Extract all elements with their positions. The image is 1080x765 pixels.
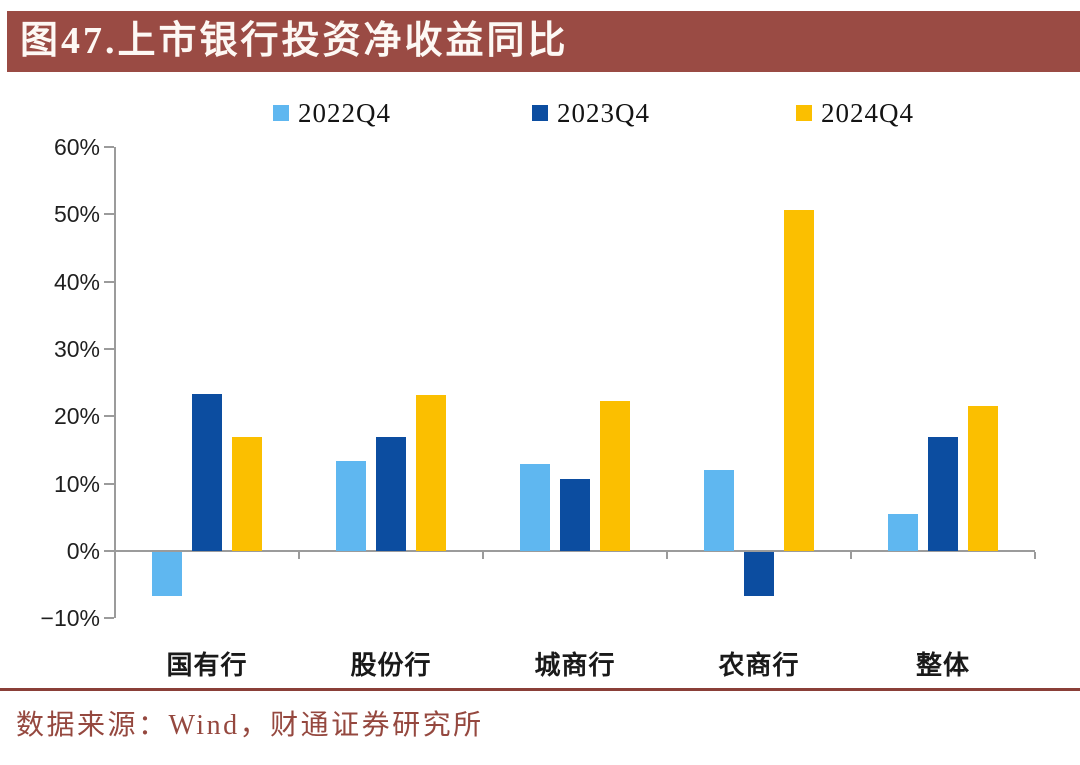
y-axis-tick-mark	[104, 348, 114, 350]
y-axis-tick-mark	[104, 280, 114, 283]
bar-2022Q4-整体	[888, 513, 918, 551]
legend-item: 2023Q4	[532, 98, 650, 128]
y-axis-line	[114, 147, 116, 619]
x-axis-tick-mark	[482, 552, 484, 559]
x-axis-tick-mark	[1034, 552, 1036, 559]
figure-title-bar: 图47.上市银行投资净收益同比	[7, 11, 1080, 72]
y-axis-tick-label: 40%	[53, 268, 100, 295]
y-axis-tick-label: 0%	[66, 538, 100, 564]
y-axis-tick-label: −10%	[40, 605, 100, 632]
x-axis-tick-mark	[298, 552, 300, 559]
bar-2024Q4-整体	[968, 406, 998, 551]
y-axis-tick-mark	[104, 213, 114, 216]
legend-swatch-icon	[273, 105, 289, 121]
legend-item: 2022Q4	[273, 98, 391, 128]
bar-2023Q4-国有行	[192, 394, 222, 551]
bar-2024Q4-国有行	[232, 437, 262, 551]
bar-2023Q4-农商行	[744, 552, 774, 596]
x-axis-category-label: 国有行	[166, 650, 248, 680]
footer-divider	[0, 688, 1080, 691]
bar-2022Q4-国有行	[152, 552, 182, 597]
bar-2024Q4-城商行	[600, 400, 630, 551]
bar-2022Q4-农商行	[704, 470, 734, 551]
y-axis-tick-mark	[104, 146, 114, 149]
y-axis-tick-label: 60%	[53, 134, 100, 161]
bar-2023Q4-整体	[928, 437, 958, 551]
y-axis-tick-label: 30%	[53, 336, 100, 362]
bar-2024Q4-股份行	[416, 394, 446, 551]
x-axis-category-label: 城商行	[534, 650, 616, 680]
y-axis-tick-mark	[104, 415, 114, 418]
legend-label: 2023Q4	[557, 98, 650, 128]
bar-2024Q4-农商行	[784, 210, 814, 551]
y-axis-tick-label: 50%	[53, 201, 100, 228]
y-axis-tick-mark	[104, 617, 114, 620]
legend-label: 2022Q4	[298, 98, 391, 128]
data-source-text: 数据来源：Wind，财通证券研究所	[16, 710, 484, 741]
x-axis-category-label: 整体	[915, 650, 970, 680]
x-axis-category-label: 农商行	[718, 650, 800, 680]
x-axis-tick-mark	[114, 552, 116, 559]
legend-item: 2024Q4	[796, 98, 914, 128]
bar-2023Q4-城商行	[560, 478, 590, 551]
x-axis-tick-mark	[666, 552, 668, 559]
bar-2023Q4-股份行	[376, 436, 406, 551]
legend-label: 2024Q4	[821, 98, 914, 128]
x-axis-line	[114, 550, 1035, 552]
legend-swatch-icon	[796, 105, 812, 121]
bar-2022Q4-城商行	[520, 464, 550, 551]
x-axis-category-label: 股份行	[350, 650, 432, 680]
figure-title: 图47.上市银行投资净收益同比	[20, 20, 569, 62]
legend-swatch-icon	[532, 105, 548, 121]
y-axis-tick-mark	[104, 482, 114, 485]
y-axis-tick-mark	[104, 550, 114, 552]
bar-2022Q4-股份行	[336, 460, 366, 551]
y-axis-tick-label: 20%	[53, 403, 100, 430]
x-axis-tick-mark	[850, 552, 852, 559]
y-axis-tick-label: 10%	[53, 470, 100, 497]
